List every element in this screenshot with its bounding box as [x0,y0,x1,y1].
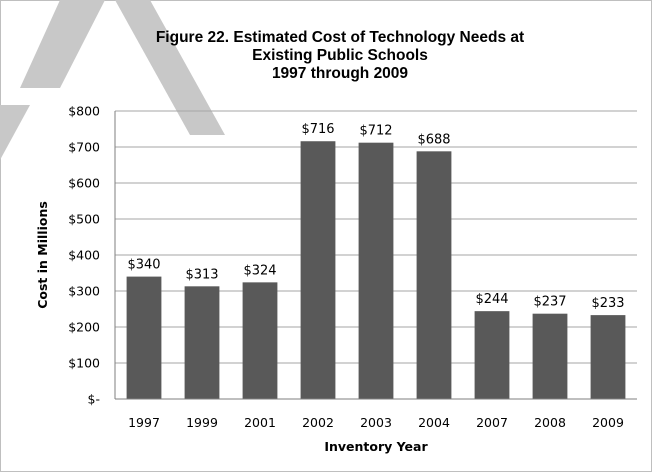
data-label-2003: $712 [359,124,392,139]
x-tick-label-2002: 2002 [302,415,334,430]
x-tick-label-2008: 2008 [534,415,566,430]
bar-2003 [358,142,394,399]
x-tick-label-1999: 1999 [186,415,218,430]
x-tick-label-2003: 2003 [360,415,392,430]
x-tick-label-2009: 2009 [592,415,624,430]
bar-2009 [590,315,626,399]
data-label-2009: $233 [591,296,624,311]
y-axis-title: Cost in Millions [35,201,50,309]
watermark-shape-diagonal [115,0,225,135]
chart-title-line-1: Figure 22. Estimated Cost of Technology … [156,29,524,46]
y-tick-label: $700 [68,140,100,155]
watermark-shape-left [0,105,30,160]
y-tick-label: $100 [68,356,100,371]
data-label-2002: $716 [301,122,334,137]
x-axis-ticks: 1997 1999 2001 2002 2003 2004 2007 2008 2009 [128,415,624,430]
data-labels: $340 $313 $324 $716 $712 $688 $244 $237 $233 [127,122,624,311]
bar-2004 [416,151,452,399]
data-label-2001: $324 [243,263,276,278]
y-tick-label: $200 [68,320,100,335]
x-tick-label-2004: 2004 [418,415,450,430]
bar-2001 [242,282,278,399]
chart-title-line-3: 1997 through 2009 [272,65,408,82]
bars [126,141,626,400]
bar-1999 [184,286,220,399]
y-tick-label: $- [88,392,100,407]
bar-2007 [474,311,510,399]
x-tick-label-1997: 1997 [128,415,160,430]
data-label-1999: $313 [185,267,218,282]
chart-title-line-2: Existing Public Schools [252,47,428,64]
bar-1997 [126,276,162,399]
bar-2002 [300,141,336,400]
y-axis-ticks: $- $100 $200 $300 $400 $500 $600 $700 $800 [68,104,100,407]
data-label-2008: $237 [533,295,566,310]
y-tick-label: $800 [68,104,100,119]
data-label-1997: $340 [127,258,160,273]
bar-2008 [532,313,568,399]
watermark [0,0,225,160]
y-tick-label: $500 [68,212,100,227]
data-label-2007: $244 [475,292,508,307]
x-tick-label-2001: 2001 [244,415,276,430]
data-label-2004: $688 [417,132,450,147]
y-tick-label: $300 [68,284,100,299]
y-tick-label: $600 [68,176,100,191]
x-axis-title: Inventory Year [324,439,428,454]
watermark-shape-top [20,0,105,88]
x-tick-label-2007: 2007 [476,415,508,430]
y-tick-label: $400 [68,248,100,263]
